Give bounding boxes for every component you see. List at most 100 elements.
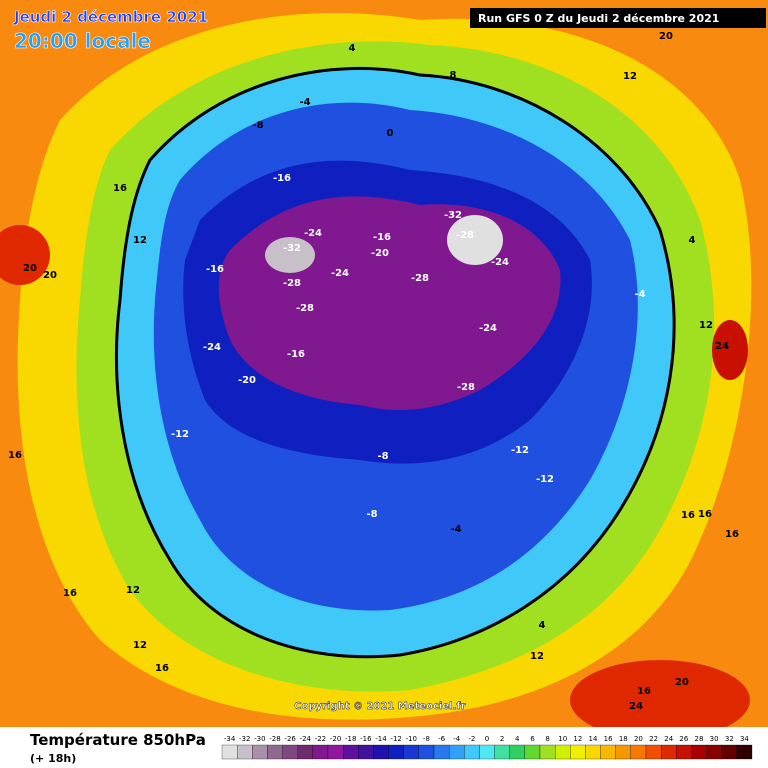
legend-label: -2 [468,735,475,743]
map [0,0,768,740]
legend-swatch [418,744,435,760]
legend-swatch [282,744,298,760]
contour-label: -8 [252,120,263,131]
contour-label: -20 [238,375,256,386]
contour-label: -24 [203,342,221,353]
legend-swatch [706,744,722,760]
legend-label: -10 [406,735,417,743]
extreme-cold-spot [265,237,315,273]
contour-labels: 20 20 12 16 16 16 12 12 -4 -8 -16 -16 -2… [8,31,739,712]
contour-label: 16 [698,509,712,520]
legend-swatch [645,744,662,760]
contour-label: 24 [715,341,729,352]
contour-label: 20 [23,263,37,274]
legend-label: -6 [438,735,446,743]
legend-label: 34 [740,735,749,743]
run-box [470,8,766,28]
hot-spot [570,660,750,740]
legend-swatch [660,744,677,760]
footer: Température 850hPa (+ 18h) -34 -32 -30 -28-… [0,727,768,768]
header: Jeudi 2 décembre 2021 20:00 locale Run G… [13,8,766,712]
legend-label: -32 [239,735,250,743]
legend-label: -28 [269,735,280,743]
legend-swatch [736,744,753,760]
contour-label: -8 [377,451,388,462]
contour-label: -12 [536,474,554,485]
contour-label: -28 [456,230,474,241]
contour-label: 8 [450,70,457,81]
legend-swatch [221,744,238,760]
contour-label: -8 [366,509,377,520]
contour-label: 16 [681,510,695,521]
legend-label: 0 [485,735,489,743]
contour-label: -12 [511,445,529,456]
contour-label: 12 [126,585,140,596]
legend-label: 12 [573,735,582,743]
contour-label: 16 [63,588,77,599]
legend-swatch [524,744,541,760]
legend-label: 8 [545,735,549,743]
legend-label: 16 [604,735,613,743]
contour-label: -24 [479,323,497,334]
legend-swatch [236,744,253,760]
contour-label: -16 [273,173,291,184]
contour-label: 16 [8,450,22,461]
hot-spot [712,320,748,380]
contour-label: 20 [675,677,689,688]
legend-swatch [479,744,495,760]
legend-label: -14 [375,735,387,743]
legend-swatch [509,744,526,760]
legend-swatch [358,744,374,760]
legend-swatch [464,744,480,760]
legend-label: -16 [360,735,372,743]
contour-label: 12 [133,640,147,651]
legend-swatch [585,744,601,760]
legend-swatch [312,744,329,760]
legend-label: -18 [345,735,356,743]
legend-swatch [342,744,359,760]
contour-label: -4 [450,524,461,535]
contour-label: 16 [725,529,739,540]
legend-label: 32 [725,735,734,743]
legend-swatch [267,744,283,760]
legend-swatch [615,744,632,760]
footer-lead: (+ 18h) [30,752,76,765]
contour-label: -16 [373,232,391,243]
contour-label: -28 [296,303,314,314]
legend-label: 26 [679,735,688,743]
legend-swatch [676,744,692,760]
legend-label: -24 [300,735,312,743]
legend-swatch [448,744,465,760]
contour-label: -24 [491,257,509,268]
copyright: Copyright © 2021 Meteociel.fr [294,701,465,712]
contour-label: 20 [659,31,673,42]
map-date: Jeudi 2 décembre 2021 [13,8,208,26]
legend-swatch [570,744,586,760]
legend-label: 20 [634,735,643,743]
legend-label: -30 [254,735,265,743]
legend-label: -26 [284,735,296,743]
contour-label: 24 [629,701,643,712]
contour-label: -28 [283,278,301,289]
legend-label: 22 [649,735,658,743]
legend-swatch [388,744,404,760]
legend-label: 28 [695,735,704,743]
contour-label: 4 [689,235,696,246]
contour-label: -4 [299,97,310,108]
contour-label: 12 [623,71,637,82]
legend-label: 30 [710,735,719,743]
contour-label: 4 [349,43,356,54]
legend-swatch [554,744,571,760]
legend-label: 4 [515,735,520,743]
footer-title: Température 850hPa [30,731,206,749]
legend-label: -12 [390,735,401,743]
legend-label: 24 [664,735,673,743]
contour-label: 4 [539,620,546,631]
contour-label: -32 [444,210,462,221]
contour-label: 20 [43,270,57,281]
contour-label: -28 [457,382,475,393]
contour-label: 16 [155,663,169,674]
legend-swatch [252,744,268,760]
legend-swatch [600,744,616,760]
